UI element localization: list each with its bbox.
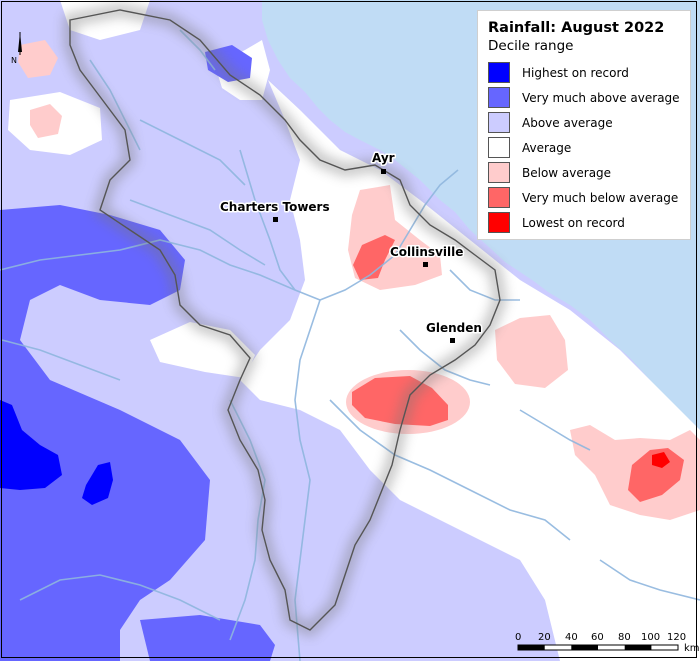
north-arrow: N xyxy=(11,32,22,65)
town-label-charters-towers: Charters Towers xyxy=(220,200,330,214)
town-collinsville: Collinsville xyxy=(389,244,465,267)
scale-tick-80: 80 xyxy=(618,632,631,643)
zone-very-much-above-south xyxy=(140,615,275,661)
legend-item-lowest: Lowest on record xyxy=(488,210,680,235)
legend-item-label: Very much below average xyxy=(522,190,679,205)
zone-below-nw-2 xyxy=(18,40,58,78)
scale-tick-100: 100 xyxy=(641,632,660,643)
legend-swatch xyxy=(488,137,510,158)
scale-tick-20: 20 xyxy=(538,632,551,643)
legend-subtitle: Decile range xyxy=(488,38,574,54)
scale-tick-40: 40 xyxy=(565,632,578,643)
zone-below-east xyxy=(495,315,568,388)
legend-item-label: Lowest on record xyxy=(522,215,625,230)
legend-item-below: Below average xyxy=(488,160,680,185)
zone-very-much-below-collinsville xyxy=(353,235,395,280)
legend-swatch xyxy=(488,112,510,133)
legend-swatch xyxy=(488,162,510,183)
zone-very-much-below-southeast xyxy=(628,448,684,502)
scale-tick-120: 120 xyxy=(667,632,686,643)
legend: Rainfall: August 2022 Decile range Highe… xyxy=(477,10,691,240)
scale-unit: km xyxy=(684,643,700,654)
legend-title: Rainfall: August 2022 xyxy=(488,20,665,36)
legend-item-label: Below average xyxy=(522,165,612,180)
catchment-boundary xyxy=(69,9,501,631)
legend-swatch xyxy=(488,187,510,208)
legend-item-above: Above average xyxy=(488,110,680,135)
legend-swatch xyxy=(488,62,510,83)
legend-item-very-much-above: Very much above average xyxy=(488,85,680,110)
town-charters-towers: Charters Towers xyxy=(219,199,331,222)
zone-highest-spot xyxy=(82,462,113,505)
legend-swatch xyxy=(488,212,510,233)
legend-item-average: Average xyxy=(488,135,680,160)
zone-lowest-southeast xyxy=(652,452,670,468)
scale-tick-0: 0 xyxy=(515,632,521,643)
legend-item-very-much-below: Very much below average xyxy=(488,185,680,210)
town-label-glenden: Glenden xyxy=(426,321,482,335)
town-glenden: Glenden xyxy=(425,320,483,343)
legend-swatch xyxy=(488,87,510,108)
legend-item-label: Average xyxy=(522,140,572,155)
scale-bar: 0 20 40 60 80 100 120 km xyxy=(515,632,700,654)
legend-item-label: Highest on record xyxy=(522,65,629,80)
town-ayr: Ayr xyxy=(371,150,396,174)
zone-below-nw-1 xyxy=(30,104,62,138)
zone-highest-west xyxy=(0,400,62,490)
town-label-ayr: Ayr xyxy=(372,151,395,165)
town-label-collinsville: Collinsville xyxy=(390,245,463,259)
legend-item-label: Above average xyxy=(522,115,613,130)
zone-very-much-above-west xyxy=(0,205,210,661)
scale-tick-60: 60 xyxy=(591,632,604,643)
north-arrow-label: N xyxy=(11,56,17,65)
legend-item-highest: Highest on record xyxy=(488,60,680,85)
legend-item-label: Very much above average xyxy=(522,90,680,105)
